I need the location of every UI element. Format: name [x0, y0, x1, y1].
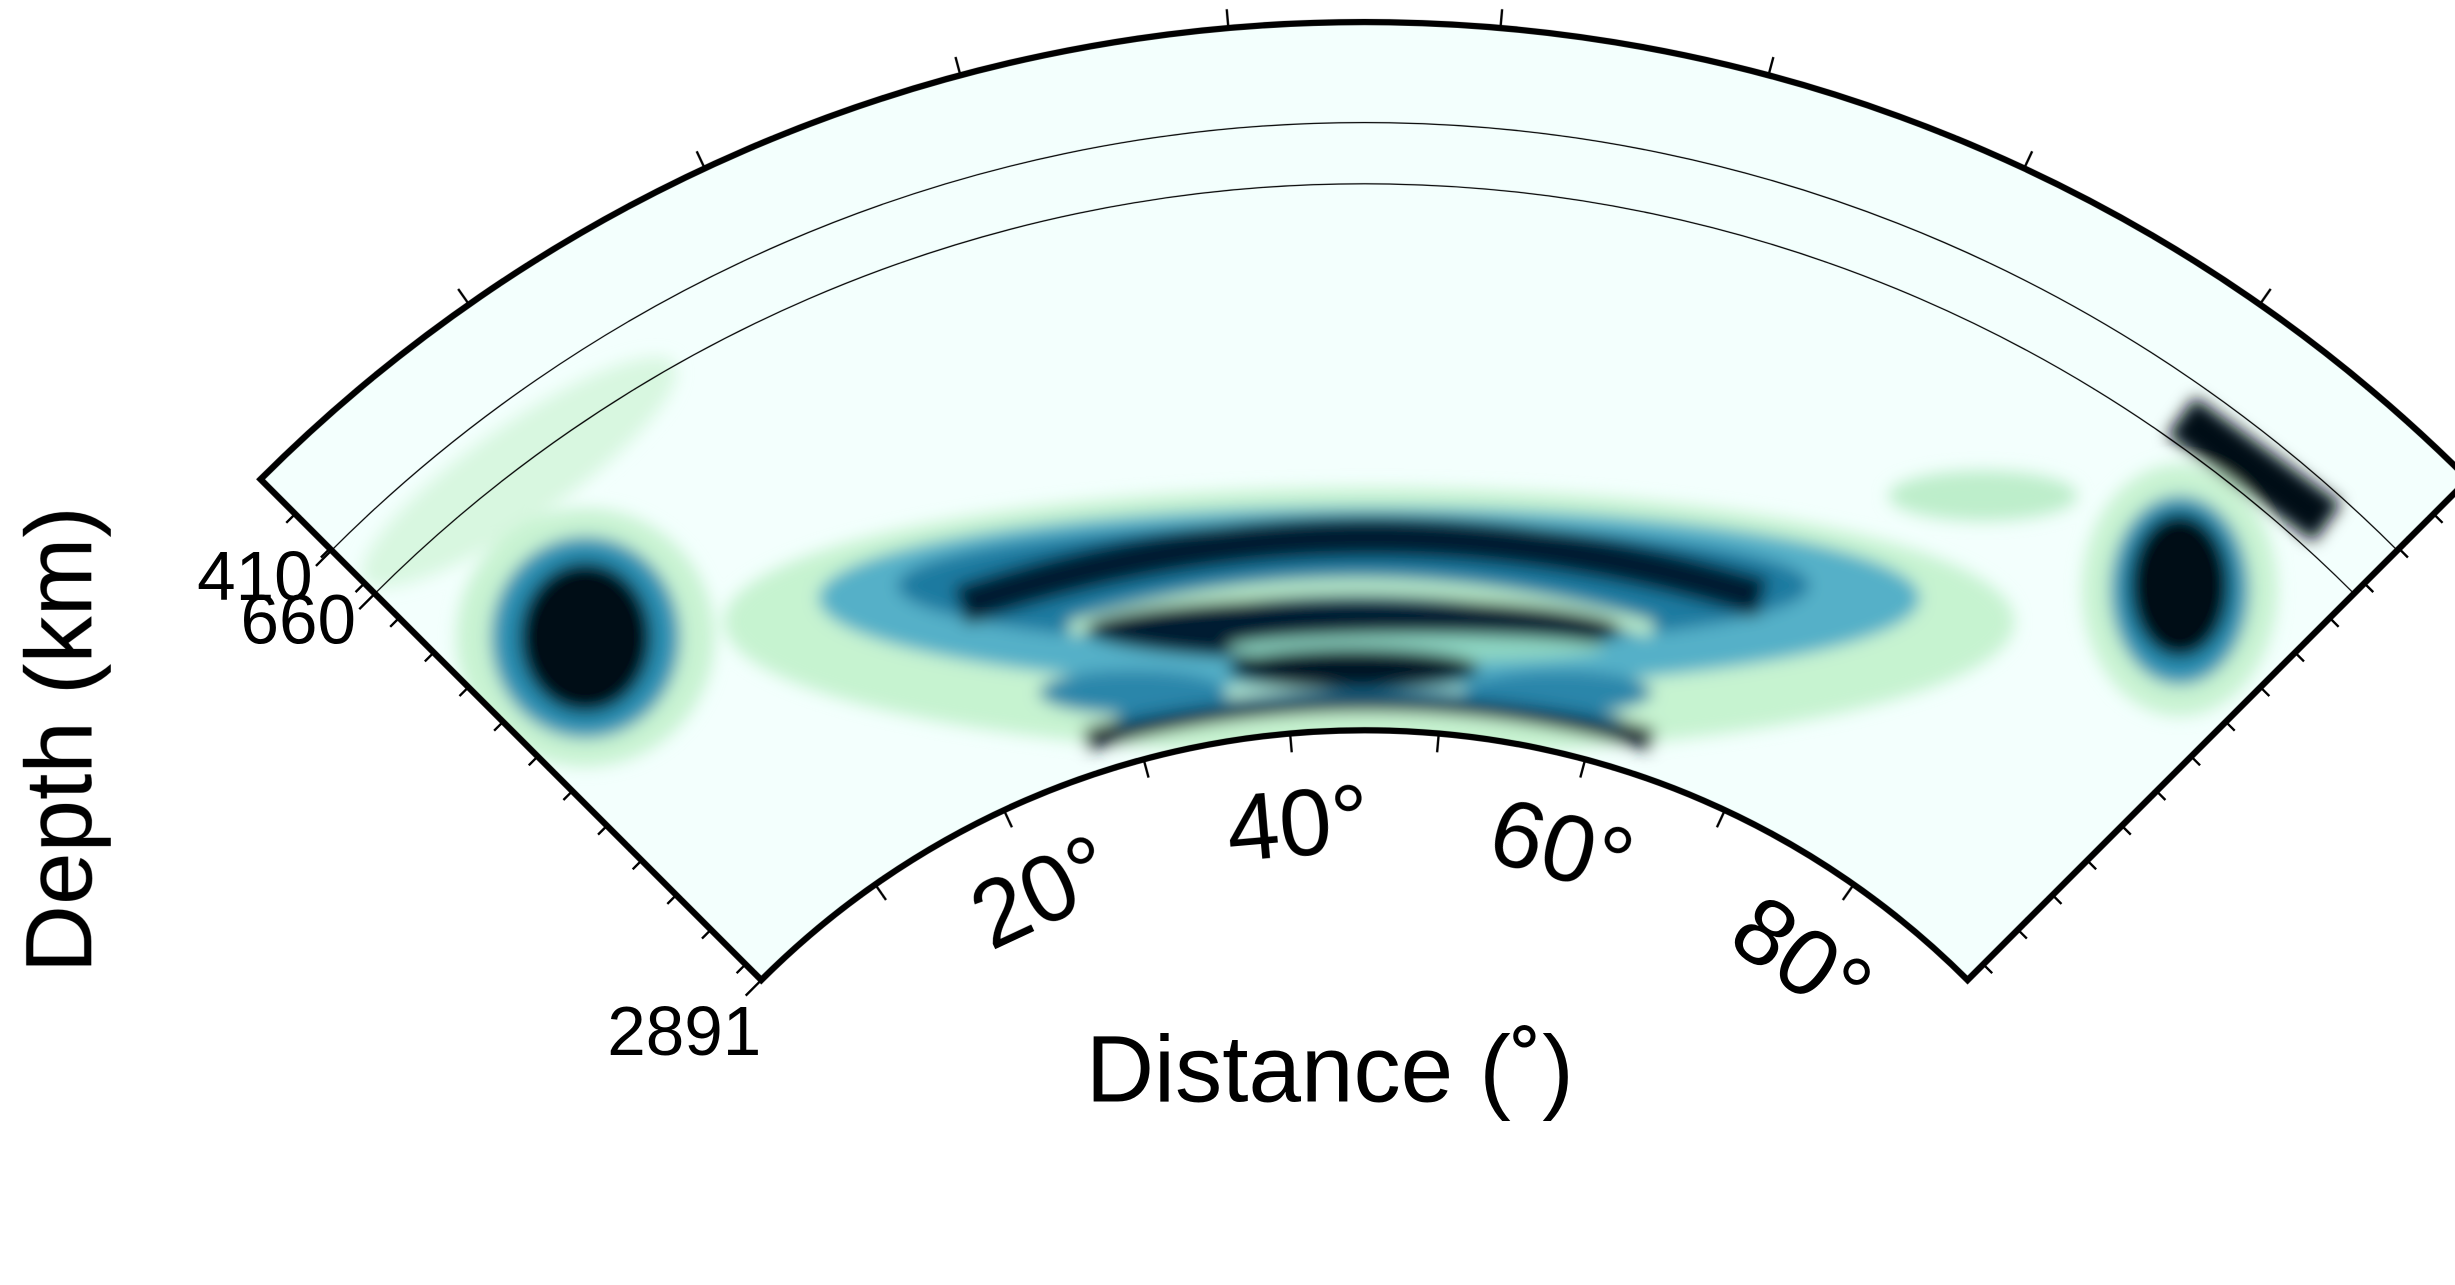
- x-tick-label: 80°: [1713, 875, 1890, 1043]
- y-tick: [2294, 651, 2305, 663]
- x-tick: [954, 56, 962, 76]
- y-tick: [744, 979, 763, 997]
- y-tick: [2051, 894, 2063, 905]
- x-tick: [1225, 9, 1230, 29]
- discontinuity-line: [374, 183, 2355, 595]
- kernel-image: [362, 357, 2342, 767]
- x-tick-label: 40°: [1222, 766, 1373, 883]
- x-tick: [2023, 150, 2034, 169]
- y-tick: [2363, 582, 2375, 593]
- x-tick: [1767, 56, 1775, 76]
- x-tick: [1002, 809, 1013, 828]
- y-axis-label: Depth (km): [7, 506, 112, 973]
- y-tick: [354, 582, 366, 593]
- y-tick: [701, 928, 712, 940]
- y-tick: [527, 755, 539, 767]
- y-tick: [2432, 513, 2444, 524]
- y-tick: [597, 824, 608, 836]
- discontinuity-line: [331, 121, 2398, 551]
- y-tick: [2121, 824, 2132, 836]
- y-tick: [1982, 963, 1994, 975]
- x-tick: [1142, 758, 1150, 778]
- x-tick: [1435, 733, 1440, 753]
- x-axis-label: Distance (˚): [1086, 1018, 1574, 1123]
- section-outline: [256, 18, 2455, 985]
- y-tick-label: 410: [197, 537, 313, 615]
- y-tick: [2155, 790, 2167, 801]
- x-tick-label: 20°: [956, 815, 1130, 970]
- y-tick: [285, 513, 297, 524]
- y-tick: [562, 790, 574, 801]
- x-tick: [1499, 9, 1504, 29]
- y-tick: [631, 859, 643, 871]
- x-tick-label: 60°: [1479, 778, 1644, 916]
- y-tick: [2259, 686, 2271, 697]
- x-tick: [695, 150, 706, 169]
- y-tick: [458, 686, 470, 697]
- y-tick: [666, 894, 678, 905]
- y-tick: [2017, 928, 2028, 940]
- y-tick: [358, 592, 376, 611]
- y-tick: [389, 617, 400, 628]
- y-tick: [493, 720, 504, 732]
- x-tick: [457, 288, 470, 306]
- y-tick: [2086, 859, 2097, 871]
- y-tick: [2398, 547, 2409, 559]
- x-tick: [1841, 883, 1855, 901]
- y-tick-label: 2891: [607, 992, 761, 1070]
- y-tick: [2224, 720, 2236, 732]
- y-tick: [2328, 617, 2340, 628]
- y-tick: [315, 549, 333, 567]
- x-tick: [2258, 288, 2272, 306]
- x-tick: [1715, 809, 1726, 828]
- y-tick: [735, 963, 747, 975]
- y-tick: [2190, 755, 2201, 767]
- x-tick: [1579, 758, 1587, 778]
- y-tick: [424, 651, 435, 663]
- x-tick: [874, 883, 887, 901]
- x-tick: [1288, 733, 1293, 753]
- y-tick-label: 660: [240, 580, 356, 658]
- y-tick: [320, 547, 331, 559]
